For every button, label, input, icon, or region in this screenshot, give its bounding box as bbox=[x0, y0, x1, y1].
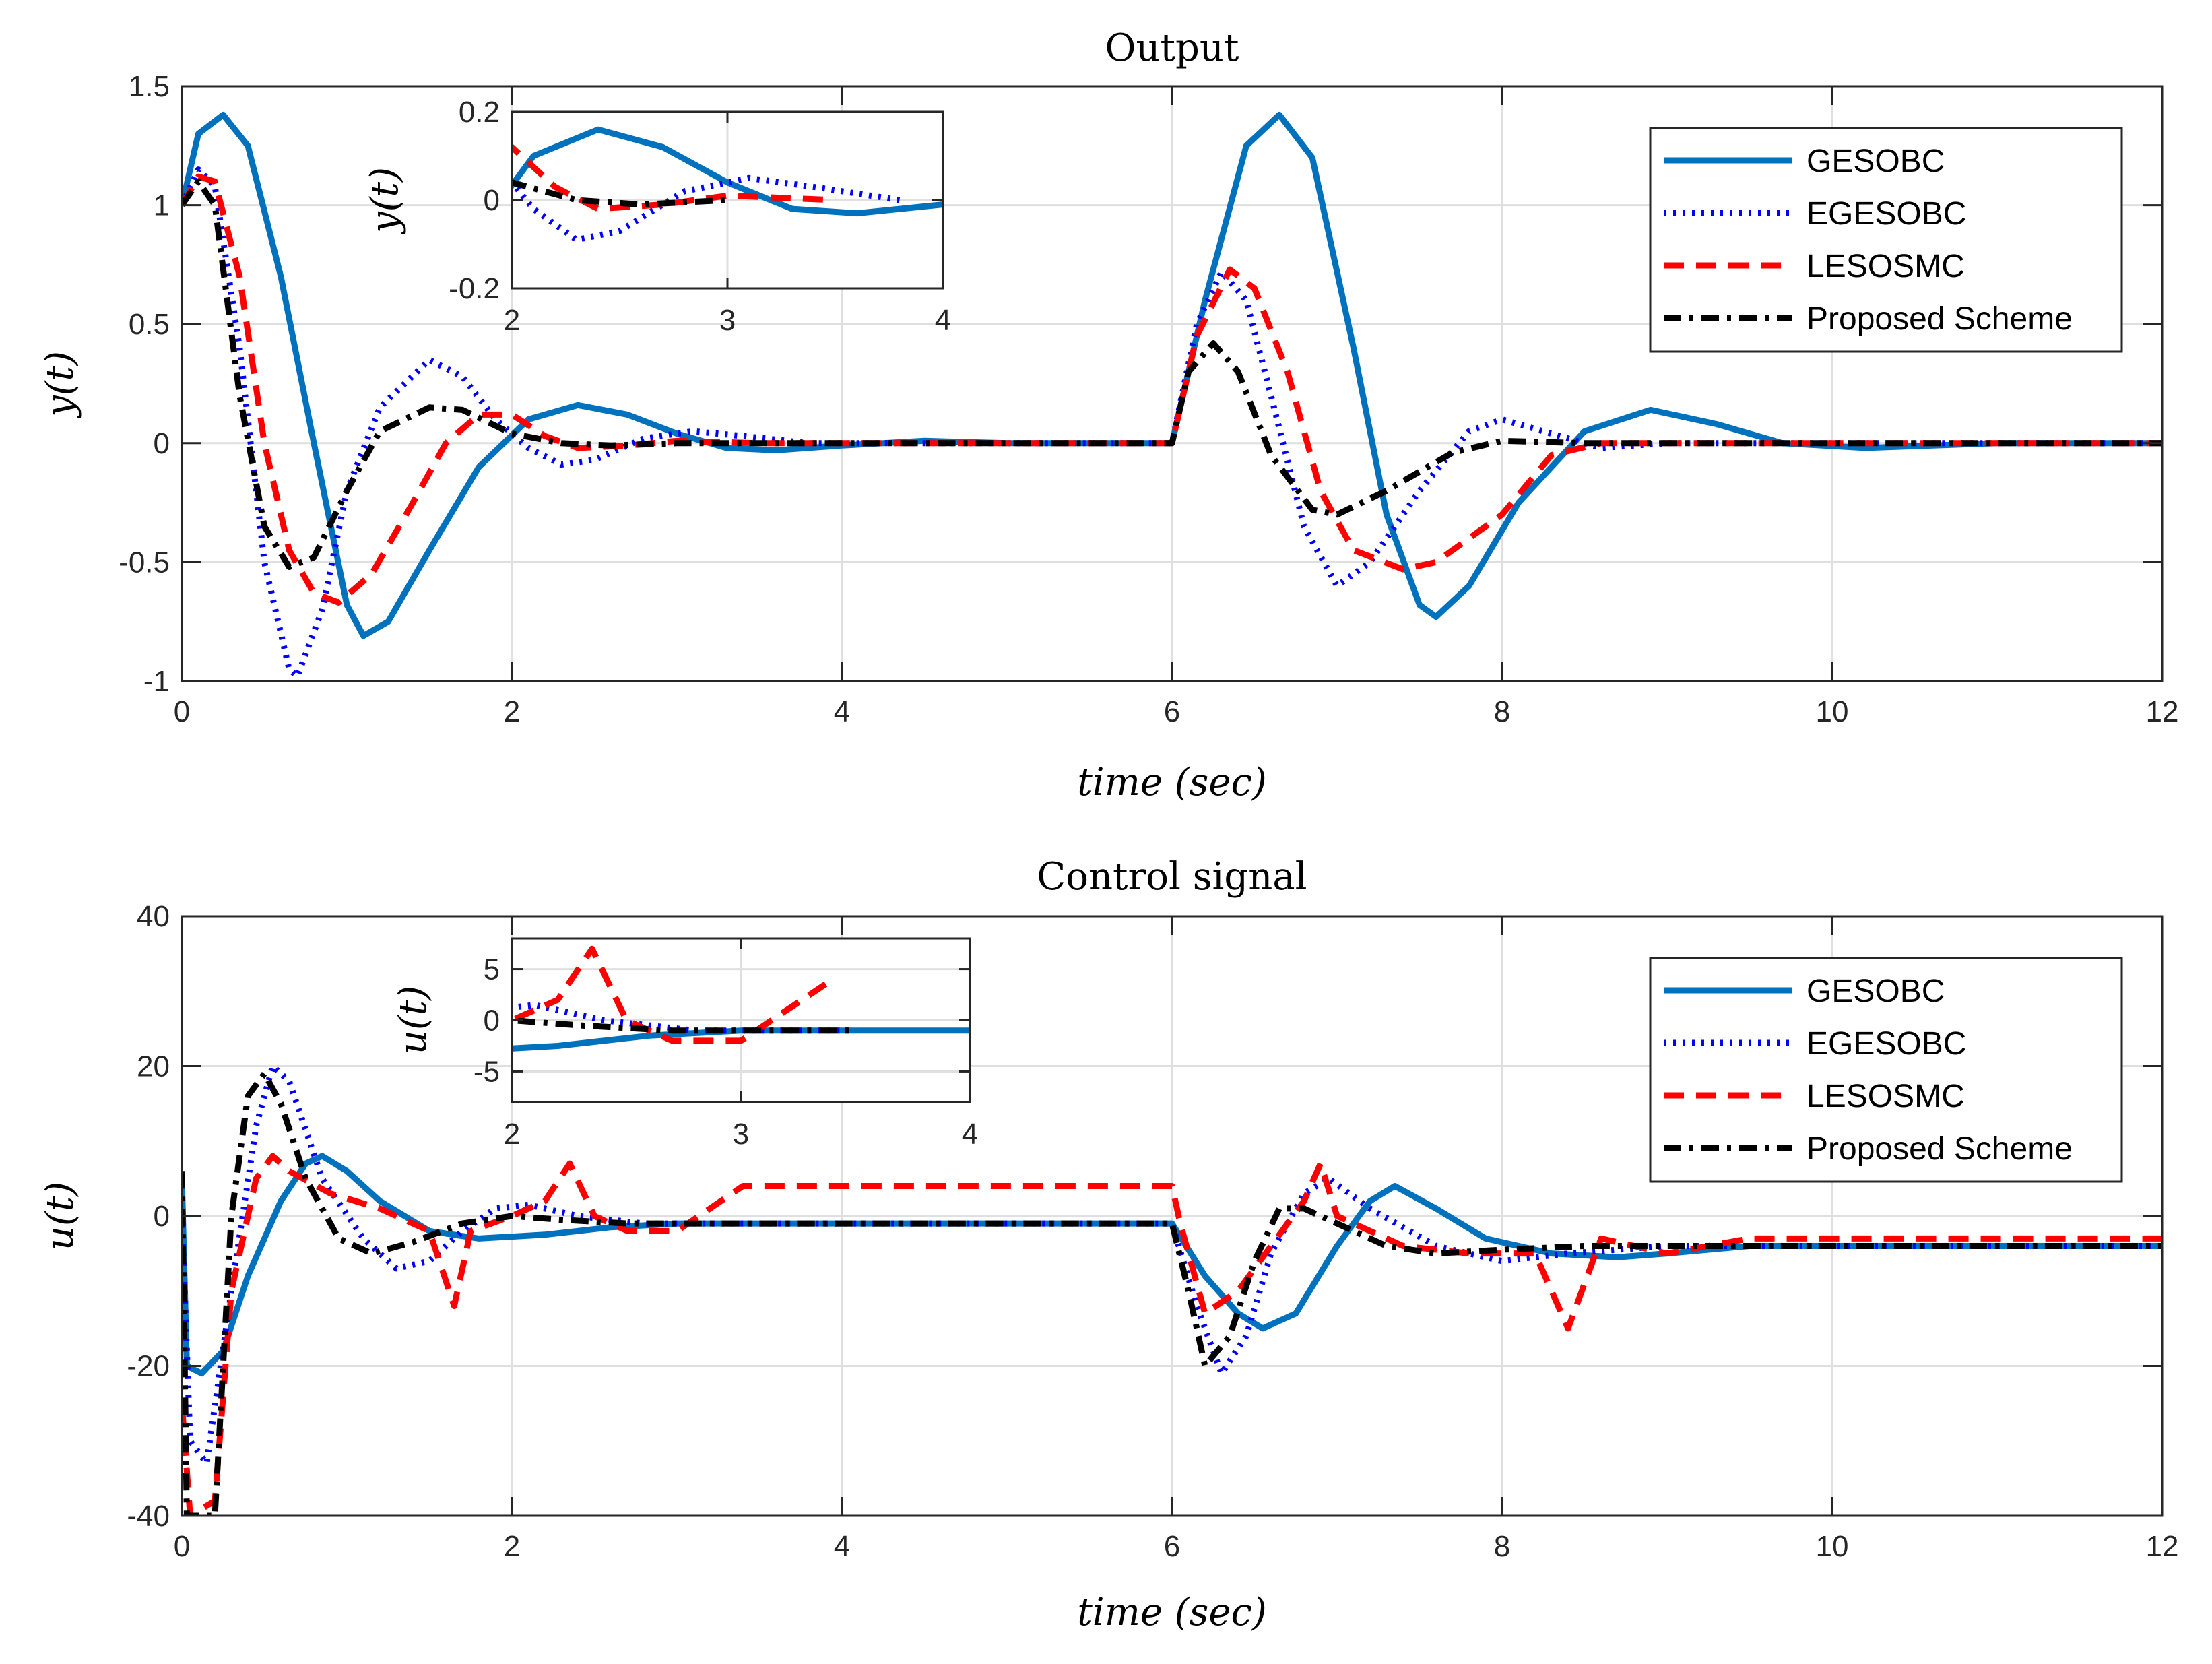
control-ytick-label: -20 bbox=[127, 1350, 170, 1383]
output-inset-ytick-label: -0.2 bbox=[449, 272, 500, 305]
control-ytick-label: 0 bbox=[154, 1200, 170, 1233]
output-ytick-label: 1.5 bbox=[129, 70, 170, 103]
control-xtick-label: 6 bbox=[1164, 1530, 1180, 1563]
output-y-axis-label: y(t) bbox=[38, 351, 82, 419]
output-legend-box bbox=[1649, 127, 2123, 353]
output-xtick-label: 10 bbox=[1816, 695, 1849, 728]
output-inset-line-proposed-scheme bbox=[512, 179, 728, 208]
control-inset-line-lesosmc bbox=[512, 945, 835, 1044]
output-inset-ytick-label: 0 bbox=[484, 184, 500, 217]
control-x-ticks: 0 2 4 6 8 10 12 bbox=[174, 916, 2179, 1563]
control-xtick-label: 12 bbox=[2146, 1530, 2179, 1563]
control-xtick-label: 8 bbox=[1494, 1530, 1510, 1563]
output-line-proposed-scheme bbox=[182, 178, 2162, 570]
control-xtick-label: 2 bbox=[504, 1530, 520, 1563]
output-y-ticks: -1 -0.5 0 0.5 1 1.5 bbox=[119, 70, 2162, 698]
control-signal-title: Control signal bbox=[1037, 855, 1307, 899]
output-inset-y-ticks: -0.2 0 0.2 bbox=[449, 96, 943, 305]
control-inset-line-proposed-scheme bbox=[512, 1017, 855, 1034]
control-line-lesosmc bbox=[182, 1153, 2162, 1516]
output-ytick-label: -0.5 bbox=[119, 546, 170, 579]
control-inset-x-ticks: 2 3 4 bbox=[504, 938, 978, 1151]
control-legend-label-gesobc: GESOBC bbox=[1807, 973, 1945, 1009]
control-inset-xtick-label: 4 bbox=[962, 1118, 978, 1151]
output-xtick-label: 4 bbox=[834, 695, 850, 728]
control-series bbox=[182, 1063, 2162, 1516]
control-inset-ytick-label: -5 bbox=[474, 1055, 500, 1088]
output-inset-y-label: y(t) bbox=[363, 167, 407, 235]
output-x-ticks: 0 2 4 6 8 10 12 bbox=[174, 86, 2179, 728]
output-line-egesobc bbox=[182, 166, 2162, 680]
control-ytick-label: -40 bbox=[127, 1500, 170, 1533]
output-title: Output bbox=[1105, 26, 1239, 70]
control-inset-y-label: u(t) bbox=[391, 986, 435, 1054]
output-ytick-label: 1 bbox=[154, 189, 170, 222]
control-legend-label-proposed-scheme: Proposed Scheme bbox=[1807, 1131, 2073, 1167]
control-y-axis-label: u(t) bbox=[38, 1182, 82, 1250]
control-ytick-label: 40 bbox=[137, 900, 170, 933]
control-legend-label-egesobc: EGESOBC bbox=[1807, 1026, 1966, 1062]
output-legend-label-egesobc: EGESOBC bbox=[1807, 196, 1966, 232]
output-line-lesosmc bbox=[182, 173, 2162, 606]
control-inset-ytick-label: 0 bbox=[484, 1004, 500, 1037]
output-inset-ytick-label: 0.2 bbox=[459, 96, 500, 129]
control-ytick-label: 20 bbox=[137, 1050, 170, 1083]
control-xtick-label: 0 bbox=[174, 1530, 190, 1563]
output-legend-label-gesobc: GESOBC bbox=[1807, 143, 1945, 179]
output-legend: GESOBC EGESOBC LESOSMC Proposed Scheme bbox=[1649, 127, 2123, 353]
output-inset-xtick-label: 2 bbox=[504, 304, 520, 337]
control-inset-ytick-label: 5 bbox=[484, 953, 500, 986]
output-inset-series bbox=[512, 126, 943, 243]
output-xtick-label: 2 bbox=[504, 695, 520, 728]
control-legend: GESOBC EGESOBC LESOSMC Proposed Scheme bbox=[1649, 957, 2123, 1183]
output-inset-x-ticks: 2 3 4 bbox=[504, 112, 951, 337]
output-legend-label-lesosmc: LESOSMC bbox=[1807, 249, 1965, 284]
output-xtick-label: 0 bbox=[174, 695, 190, 728]
output-subplot: Output 0 2 4 6 8 10 12 -1 -0.5 0 0.5 1 1.5 time (se… bbox=[38, 26, 2178, 804]
output-xtick-label: 6 bbox=[1164, 695, 1180, 728]
output-inset-line-gesobc bbox=[512, 126, 943, 217]
control-inset-y-ticks: -5 0 5 bbox=[474, 953, 970, 1088]
control-legend-label-lesosmc: LESOSMC bbox=[1807, 1079, 1965, 1114]
control-inset-xtick-label: 2 bbox=[504, 1118, 520, 1151]
control-inset-series bbox=[512, 945, 970, 1052]
output-inset-xtick-label: 3 bbox=[719, 304, 736, 337]
output-ytick-label: 0 bbox=[154, 427, 170, 460]
output-series bbox=[182, 111, 2162, 680]
output-inset-xtick-label: 4 bbox=[935, 304, 951, 337]
control-inset-line-gesobc bbox=[512, 1027, 970, 1052]
output-xtick-label: 8 bbox=[1494, 695, 1510, 728]
control-x-axis-label: time (sec) bbox=[1077, 1591, 1266, 1634]
control-xtick-label: 10 bbox=[1816, 1530, 1849, 1563]
output-inset: 2 3 4 -0.2 0 0.2 y(t) bbox=[363, 96, 951, 337]
output-legend-label-proposed-scheme: Proposed Scheme bbox=[1807, 301, 2073, 337]
output-x-axis-label: time (sec) bbox=[1077, 761, 1266, 804]
control-inset-xtick-label: 3 bbox=[733, 1118, 749, 1151]
control-inset: 2 3 4 -5 0 5 u(t) bbox=[391, 937, 978, 1151]
output-inset-line-egesobc bbox=[512, 174, 901, 243]
output-ytick-label: 0.5 bbox=[129, 308, 170, 341]
control-xtick-label: 4 bbox=[834, 1530, 850, 1563]
control-legend-box bbox=[1649, 957, 2123, 1183]
output-ytick-label: -1 bbox=[143, 665, 170, 698]
output-xtick-label: 12 bbox=[2146, 695, 2179, 728]
